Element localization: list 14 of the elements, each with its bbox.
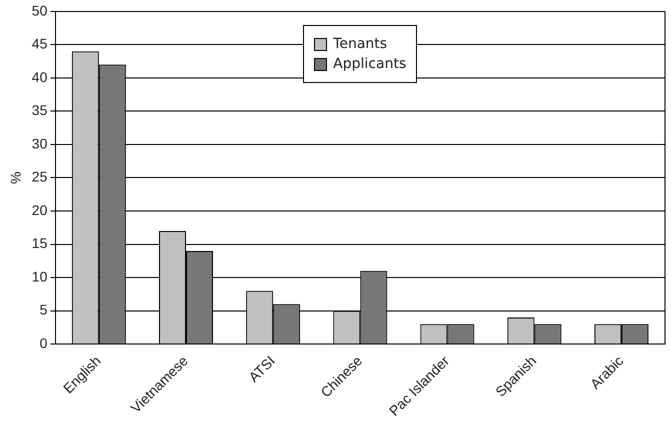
y-tick-label: 30 bbox=[32, 135, 48, 152]
y-tick-label: 15 bbox=[32, 235, 48, 252]
y-tick-label: 40 bbox=[32, 68, 48, 85]
legend-label: Tenants bbox=[333, 36, 388, 52]
y-tick-label: 45 bbox=[32, 36, 48, 52]
y-tick-label: 35 bbox=[32, 102, 48, 118]
y-axis-title: % bbox=[7, 172, 24, 184]
legend-label: Applicants bbox=[333, 56, 406, 72]
y-tick-label: 25 bbox=[32, 168, 48, 185]
y-tick-label: 10 bbox=[32, 268, 48, 284]
y-tick-label: 50 bbox=[32, 2, 48, 18]
y-tick-label: 20 bbox=[32, 202, 48, 218]
y-tick-label: 5 bbox=[40, 302, 48, 318]
y-tick-label: 0 bbox=[40, 334, 48, 351]
